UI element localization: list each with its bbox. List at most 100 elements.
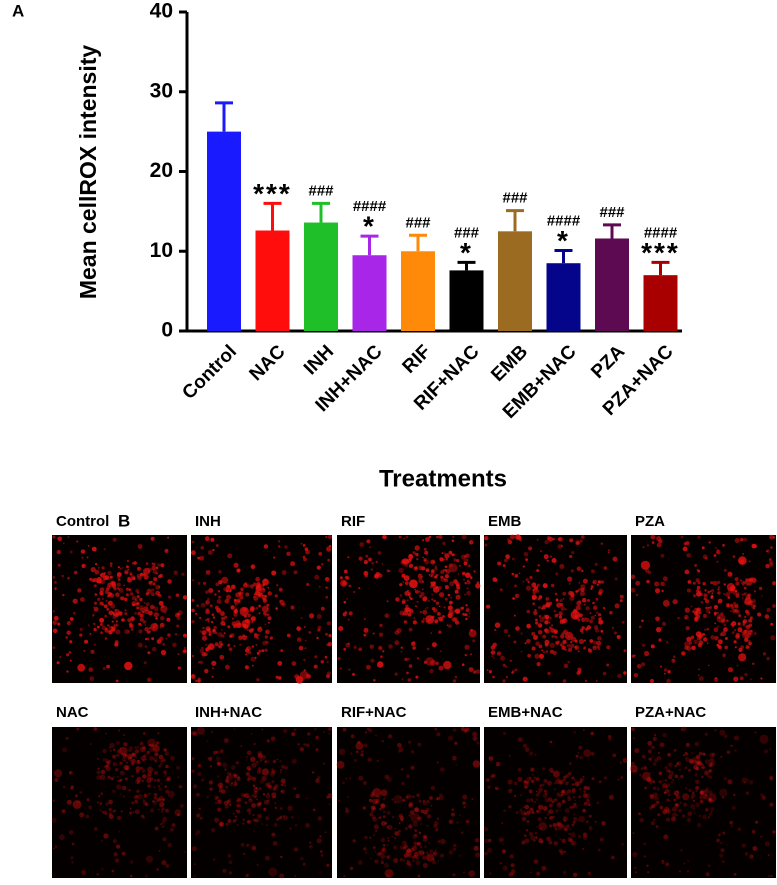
cell — [83, 650, 86, 652]
cell — [136, 574, 141, 578]
cell — [394, 672, 398, 676]
cell — [712, 580, 718, 586]
cell — [722, 653, 726, 658]
cell — [547, 671, 551, 676]
cell — [574, 781, 580, 787]
cell — [247, 796, 250, 799]
cell — [96, 770, 101, 775]
cell — [646, 579, 650, 584]
cell — [595, 680, 598, 682]
cell — [145, 562, 149, 565]
cell — [375, 801, 379, 805]
cell — [370, 805, 376, 811]
cell — [345, 642, 351, 648]
cell — [408, 803, 413, 808]
cell — [245, 635, 248, 638]
cell — [612, 753, 617, 758]
cell — [163, 769, 167, 773]
cell — [494, 786, 499, 790]
cell — [523, 834, 526, 837]
cell — [191, 550, 196, 556]
cell — [454, 741, 458, 745]
cell — [293, 728, 297, 732]
cell — [386, 855, 390, 859]
cell — [271, 792, 277, 798]
cell — [236, 804, 240, 808]
cell — [438, 605, 441, 608]
cell — [280, 783, 284, 787]
cell — [419, 850, 425, 856]
cell — [405, 535, 409, 539]
cell — [622, 758, 628, 763]
cell — [191, 769, 195, 773]
cell — [316, 565, 321, 570]
cell — [422, 799, 426, 803]
cell — [635, 580, 641, 586]
cell — [257, 753, 263, 759]
cell — [567, 771, 572, 776]
cell — [379, 816, 382, 819]
cell — [394, 801, 396, 803]
cell — [567, 797, 572, 801]
cell — [549, 816, 554, 820]
cell — [52, 628, 58, 634]
cell — [701, 775, 704, 779]
cell — [693, 594, 696, 598]
cell — [231, 584, 236, 590]
cell — [406, 774, 410, 779]
cell — [131, 758, 136, 764]
cell — [537, 630, 543, 635]
cell — [138, 622, 142, 626]
cell — [51, 817, 57, 823]
cell — [671, 658, 676, 663]
cell — [267, 760, 270, 763]
cell — [758, 586, 763, 591]
cell — [431, 642, 437, 648]
cell — [129, 572, 133, 576]
cell — [143, 661, 147, 665]
cell — [54, 845, 58, 848]
cell — [160, 649, 167, 656]
cell — [695, 618, 699, 622]
cell — [660, 553, 665, 558]
cell — [407, 859, 409, 862]
cell — [587, 599, 590, 602]
cell — [578, 795, 582, 799]
cell — [630, 574, 636, 579]
cell — [127, 753, 133, 759]
cell — [537, 623, 543, 628]
cell — [422, 596, 428, 602]
cell — [590, 731, 594, 736]
cell — [738, 556, 747, 565]
cell — [105, 766, 111, 772]
cell — [430, 804, 433, 807]
cell — [638, 812, 641, 816]
cell — [749, 616, 753, 620]
cell — [693, 639, 698, 644]
cell — [514, 574, 519, 578]
cell — [121, 567, 124, 569]
cell — [523, 552, 529, 557]
cell — [138, 629, 143, 634]
cell — [191, 579, 195, 582]
cell — [383, 798, 385, 800]
cell — [210, 827, 216, 833]
cell — [66, 799, 72, 805]
cell — [108, 760, 111, 763]
bar — [401, 251, 435, 331]
cell — [70, 785, 75, 789]
cell — [753, 604, 757, 608]
cell — [108, 799, 113, 805]
cell — [560, 544, 564, 547]
cell — [284, 545, 288, 549]
cell — [340, 576, 343, 580]
cell — [527, 580, 530, 584]
cell — [371, 791, 375, 796]
cell — [525, 585, 532, 591]
cell — [150, 808, 155, 813]
cell — [242, 635, 248, 641]
cell — [328, 732, 331, 735]
cell — [766, 550, 768, 553]
cell — [549, 642, 555, 648]
cell — [225, 587, 228, 591]
